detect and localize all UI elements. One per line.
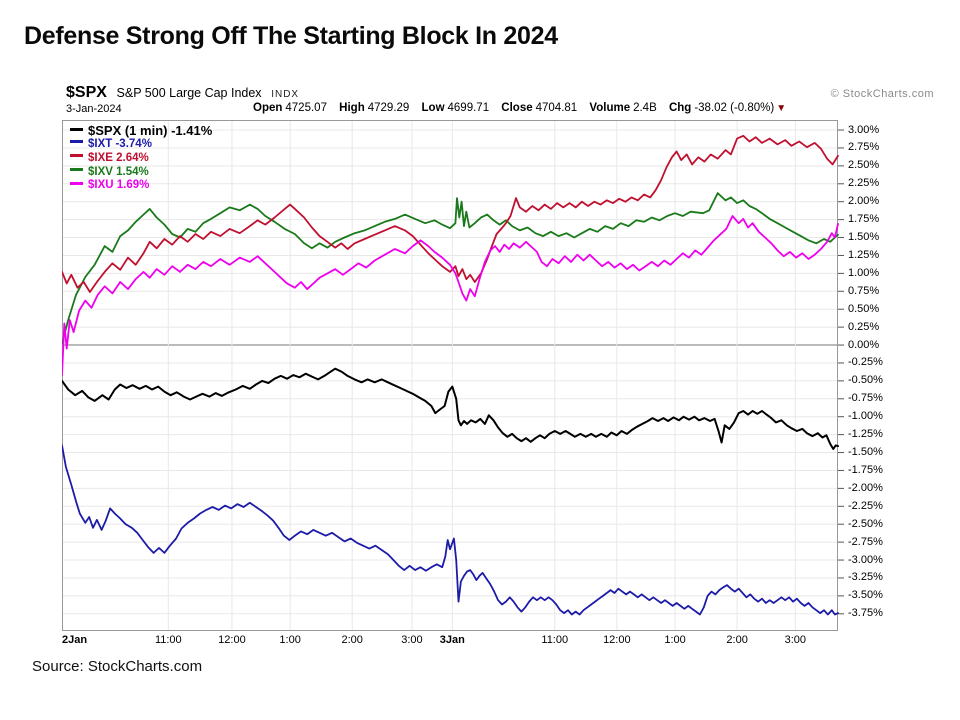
line-swatch-icon <box>70 181 83 185</box>
y-tick-label: 3.00% <box>848 123 880 136</box>
ohlc-stats-row: Open 4725.07 High 4729.29 Low 4699.71 Close… <box>253 102 795 114</box>
stat-close-label: Close <box>501 102 533 114</box>
y-tick-label: -2.25% <box>848 499 883 512</box>
y-tick-label: -3.75% <box>848 607 883 620</box>
legend-label: $IXE 2.64% <box>88 151 149 164</box>
y-tick-label: -1.00% <box>848 410 883 423</box>
stockcharts-watermark: © StockCharts.com <box>830 88 934 100</box>
chart-header: $SPX S&P 500 Large Cap Index INDX <box>66 84 299 102</box>
x-tick-label: 2:00 <box>726 634 748 646</box>
y-axis-labels: 3.00% 2.75% 2.50% 2.25% 2.00% 1.75% 1.50% 1.25%… <box>848 120 918 631</box>
x-tick-label: 12:00 <box>603 634 631 646</box>
index-name: S&P 500 Large Cap Index <box>116 86 262 100</box>
stat-chg-value: -38.02 (-0.80%) <box>694 102 775 114</box>
y-tick-label: 1.00% <box>848 266 880 279</box>
y-tick-label: 1.75% <box>848 213 880 226</box>
y-tick-label: -2.50% <box>848 517 883 530</box>
legend-label: $SPX (1 min) -1.41% <box>88 123 213 138</box>
stat-low-value: 4699.71 <box>447 102 490 114</box>
y-tick-label: 0.00% <box>848 338 880 351</box>
legend-item-ixv: $IXV 1.54% <box>70 166 212 180</box>
stat-close-value: 4704.81 <box>535 102 578 114</box>
chart-date: 3-Jan-2024 <box>66 103 122 115</box>
y-tick-label: 0.50% <box>848 302 880 315</box>
plot-svg <box>61 120 844 631</box>
legend-item-ixe: $IXE 2.64% <box>70 152 212 166</box>
y-tick-label: -1.75% <box>848 463 883 476</box>
y-tick-label: 0.25% <box>848 320 880 333</box>
line-swatch-icon <box>70 140 83 144</box>
legend-item-spx: $SPX (1 min) -1.41% <box>70 123 212 138</box>
y-tick-label: -1.50% <box>848 446 883 459</box>
y-tick-label: 2.00% <box>848 195 880 208</box>
y-tick-label: -2.75% <box>848 535 883 548</box>
y-tick-label: 1.25% <box>848 248 880 261</box>
x-tick-label: 11:00 <box>154 634 182 646</box>
y-tick-label: 2.25% <box>848 177 880 190</box>
stat-volume-value: 2.4B <box>633 102 657 114</box>
legend-item-ixt: $IXT -3.74% <box>70 138 212 152</box>
x-tick-label: 3Jan <box>439 634 465 646</box>
x-tick-label: 3:00 <box>784 634 807 646</box>
x-tick-label: 3:00 <box>401 634 423 646</box>
y-tick-label: -0.25% <box>848 356 883 369</box>
x-axis-labels: 2Jan 11:00 12:00 1:00 2:00 3:00 3Jan 11:00 12:00… <box>62 634 846 650</box>
stat-close: Close 4704.81 <box>501 102 577 114</box>
y-tick-label: 0.75% <box>848 284 880 297</box>
y-tick-label: -2.00% <box>848 481 883 494</box>
y-tick-label: -0.50% <box>848 374 883 387</box>
line-swatch-icon <box>70 128 83 132</box>
y-tick-label: 2.75% <box>848 141 880 154</box>
stat-high-value: 4729.29 <box>367 102 410 114</box>
stat-open-value: 4725.07 <box>285 102 327 114</box>
legend-item-ixu: $IXU 1.69% <box>70 179 212 193</box>
y-tick-label: -3.50% <box>848 589 883 602</box>
line-swatch-icon <box>70 154 83 158</box>
stat-chg: Chg -38.02 (-0.80%) ▼ <box>669 102 786 114</box>
x-tick-label: 11:00 <box>541 634 569 646</box>
y-tick-label: 2.50% <box>848 159 880 172</box>
y-tick-label: 1.50% <box>848 231 880 244</box>
legend-label: $IXU 1.69% <box>88 179 150 192</box>
exchange-label: INDX <box>271 89 300 100</box>
x-tick-label: 1:00 <box>279 634 301 646</box>
y-tick-label: -0.75% <box>848 392 883 405</box>
y-tick-label: -1.25% <box>848 428 883 441</box>
stat-low: Low 4699.71 <box>422 102 490 114</box>
chart-legend: $SPX (1 min) -1.41% $IXT -3.74% $IXE 2.6… <box>70 123 212 193</box>
stat-open-label: Open <box>253 102 283 114</box>
source-credit: Source: StockCharts.com <box>32 658 203 675</box>
chg-down-arrow-icon: ▼ <box>776 103 787 114</box>
x-tick-label: 12:00 <box>218 634 246 646</box>
stat-open: Open 4725.07 <box>253 102 327 114</box>
y-tick-label: -3.25% <box>848 571 883 584</box>
price-chart <box>61 120 846 631</box>
page-title: Defense Strong Off The Starting Block In… <box>24 22 558 50</box>
stat-chg-label: Chg <box>668 102 692 114</box>
stat-low-label: Low <box>421 102 445 114</box>
y-tick-label: -3.00% <box>848 553 883 566</box>
x-tick-label: 2Jan <box>62 634 88 646</box>
stat-high: High 4729.29 <box>339 102 409 114</box>
stat-volume: Volume 2.4B <box>589 102 656 114</box>
stat-high-label: High <box>339 102 365 114</box>
x-tick-label: 1:00 <box>664 634 686 646</box>
line-swatch-icon <box>70 168 83 172</box>
symbol-label: $SPX <box>66 84 107 101</box>
x-tick-label: 2:00 <box>341 634 363 646</box>
legend-label: $IXT -3.74% <box>88 138 152 150</box>
legend-label: $IXV 1.54% <box>88 165 149 178</box>
stat-volume-label: Volume <box>589 102 631 114</box>
